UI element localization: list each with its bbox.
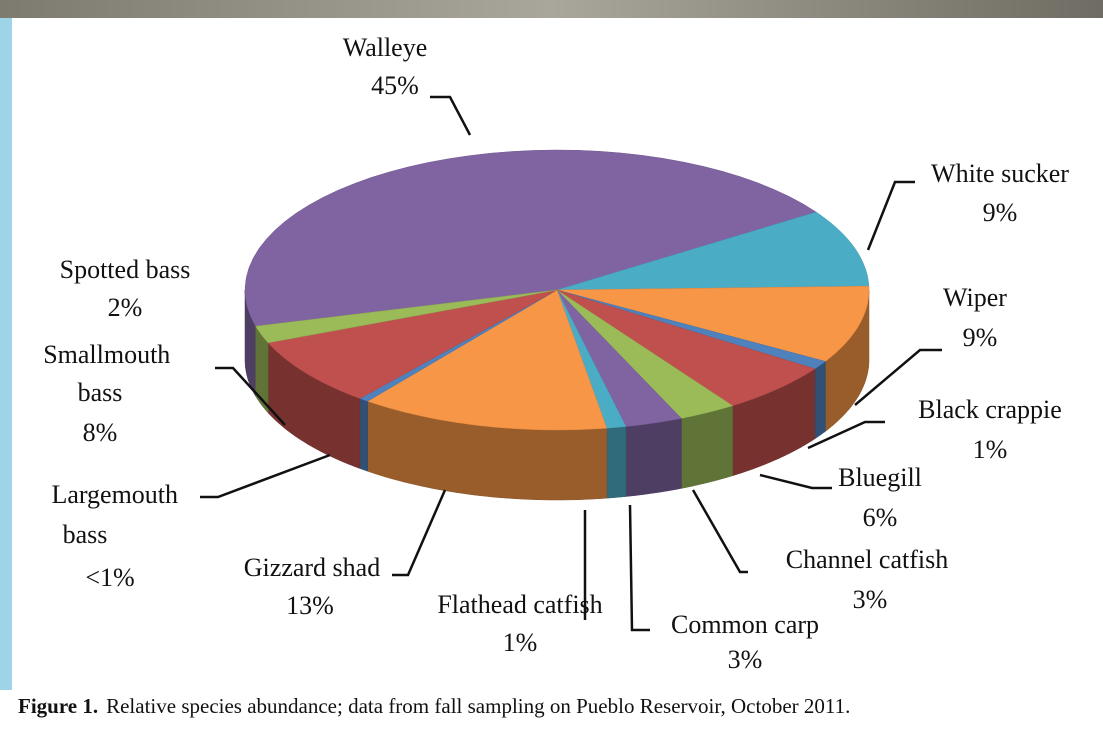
label-line: bass [78, 378, 123, 407]
caption-label: Figure 1. [18, 694, 98, 718]
data-label-value: 1% [973, 435, 1008, 464]
data-label-value: 8% [83, 418, 118, 447]
label-line: Largemouth [51, 480, 184, 509]
leader-line [868, 182, 915, 250]
data-label-name: Bluegill [838, 463, 922, 492]
data-label-name: Largemouth bass [51, 480, 184, 549]
data-label-name: Smallmouth bass [43, 340, 177, 407]
data-label-value: 3% [853, 585, 888, 614]
slice-side [607, 427, 626, 499]
data-label-name: Walleye [343, 33, 428, 62]
data-label-name: Common carp [671, 610, 819, 639]
leader-line [392, 490, 445, 575]
page: Walleye 45% White sucker 9% Wiper 9% Black cra… [0, 0, 1103, 750]
leader-line [760, 475, 832, 488]
label-line: Smallmouth [43, 340, 177, 369]
data-label-name: Gizzard shad [244, 553, 380, 582]
data-label-value: 6% [863, 503, 898, 532]
data-label-value: 45% [371, 71, 419, 100]
leader-line [630, 505, 650, 630]
pie: Walleye 45% White sucker 9% Wiper 9% Black cra… [43, 33, 1069, 674]
data-label-value: 1% [503, 628, 538, 657]
data-label-value: 3% [728, 645, 763, 674]
caption: Figure 1. Relative species abundance; dat… [18, 694, 850, 718]
data-label-name: Black crappie [918, 395, 1062, 424]
label-line: bass [63, 520, 108, 549]
header-strip [0, 0, 1103, 18]
leader-line [200, 455, 330, 497]
side-strip [0, 18, 12, 690]
slice-side [815, 361, 826, 438]
data-label-name: Flathead catfish [437, 590, 602, 619]
data-label-name: Channel catfish [786, 545, 948, 574]
data-label-name: Spotted bass [60, 255, 191, 284]
chart: Walleye 45% White sucker 9% Wiper 9% Black cra… [0, 0, 1103, 750]
data-label-name: White sucker [931, 159, 1069, 188]
data-label-value: <1% [85, 563, 134, 592]
caption-text: Relative species abundance; data from fa… [106, 694, 850, 718]
data-label-value: 13% [286, 591, 334, 620]
data-label-value: 9% [983, 198, 1018, 227]
data-label-name: Wiper [943, 283, 1007, 312]
slice-side [360, 399, 368, 472]
leader-line [693, 490, 748, 572]
slice-side [681, 406, 732, 489]
leader-line [430, 97, 470, 135]
slice-side [626, 418, 682, 496]
data-label-value: 2% [108, 293, 143, 322]
data-label-value: 9% [963, 323, 998, 352]
